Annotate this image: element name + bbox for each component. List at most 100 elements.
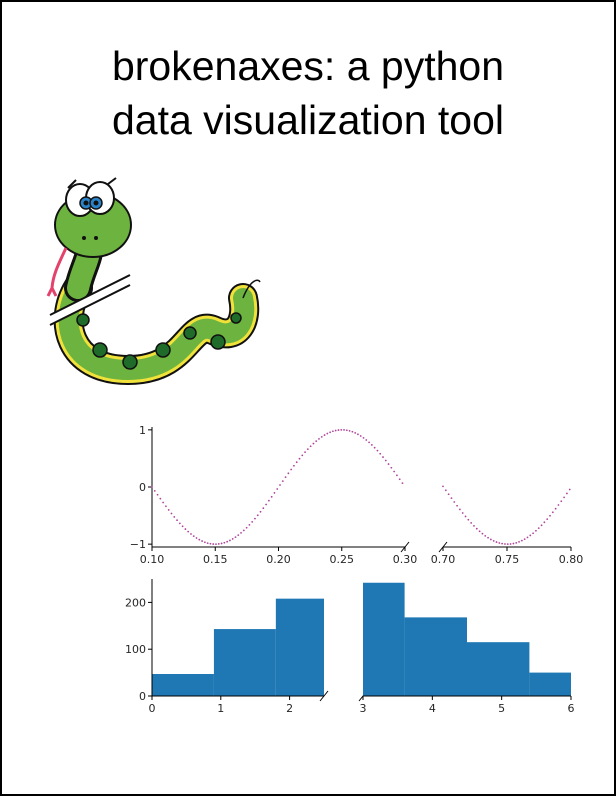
x-tick-label-hist-5: 5 <box>498 702 505 715</box>
sine-point-128 <box>546 518 549 521</box>
sine-point-22 <box>212 543 215 545</box>
sine-point-120 <box>523 538 526 541</box>
poster-title-line-1: brokenaxes: a python <box>111 43 505 89</box>
sine-point-103 <box>475 527 478 530</box>
histogram-bar-1 <box>213 629 276 696</box>
sine-point-71 <box>348 429 351 432</box>
sine-point-59 <box>315 440 318 443</box>
sine-point-55 <box>304 451 306 454</box>
sine-point-28 <box>229 539 231 542</box>
sine-point-134 <box>563 496 565 499</box>
x-tick-label-hist-6: 6 <box>568 702 575 715</box>
sine-point-13 <box>187 530 190 533</box>
sine-point-94 <box>450 497 453 500</box>
sine-point-89 <box>398 478 401 481</box>
sine-point-82 <box>379 452 382 455</box>
sine-point-44 <box>273 492 276 494</box>
x-tick-label-sine-2: 0.20 <box>266 553 291 566</box>
sine-point-100 <box>467 518 470 521</box>
sine-point-52 <box>295 461 298 464</box>
sine-point-60 <box>318 437 320 440</box>
sine-point-43 <box>270 495 273 498</box>
sine-point-77 <box>365 439 368 441</box>
sine-point-98 <box>461 512 464 514</box>
sine-point-11 <box>181 525 184 528</box>
sine-point-3 <box>159 497 162 500</box>
sine-point-87 <box>393 470 396 473</box>
sine-point-84 <box>384 459 387 462</box>
sine-point-109 <box>492 540 495 542</box>
sine-point-14 <box>190 533 192 535</box>
sine-point-136 <box>568 488 571 491</box>
sine-point-72 <box>351 430 354 433</box>
x-tick-label-hist-1: 1 <box>217 702 224 715</box>
x-tick-label-hist-4: 4 <box>429 702 436 715</box>
x-tick-label-hist-2: 2 <box>286 702 293 715</box>
sine-point-135 <box>566 492 568 495</box>
sine-point-50 <box>290 468 293 471</box>
sine-point-57 <box>309 445 312 448</box>
sine-point-17 <box>198 538 201 541</box>
sine-point-79 <box>370 444 373 446</box>
sine-point-1 <box>153 489 156 492</box>
sine-point-80 <box>373 446 376 449</box>
sine-point-25 <box>220 542 223 545</box>
sine-point-39 <box>259 510 262 513</box>
sine-point-5 <box>165 505 167 508</box>
sine-point-47 <box>281 480 284 482</box>
sine-point-96 <box>456 504 458 507</box>
x-tick-label-sine-7: 0.80 <box>559 553 584 566</box>
y-tick-label-sine-0: 1 <box>139 424 146 437</box>
x-tick-label-hist-3: 3 <box>360 702 367 715</box>
sine-point-10 <box>178 522 181 525</box>
sine-point-21 <box>209 542 212 545</box>
sine-point-70 <box>345 429 348 432</box>
sine-point-83 <box>382 456 384 458</box>
sine-point-102 <box>473 524 475 527</box>
sine-point-133 <box>560 500 563 503</box>
sine-point-119 <box>520 539 523 542</box>
sine-point-16 <box>195 537 198 539</box>
histogram-bar-4 <box>404 617 467 696</box>
sine-point-76 <box>362 436 365 439</box>
sine-point-40 <box>262 507 265 510</box>
histogram-bar-3 <box>363 582 405 696</box>
sine-point-19 <box>203 541 206 544</box>
sine-point-74 <box>357 433 359 436</box>
sine-point-107 <box>487 536 489 539</box>
y-tick-label-hist-0: 0 <box>139 690 146 703</box>
sine-point-123 <box>532 532 535 535</box>
sine-point-92 <box>444 489 447 492</box>
sine-point-131 <box>554 507 557 510</box>
sine-point-68 <box>340 428 343 431</box>
sine-point-73 <box>354 432 357 434</box>
sine-point-18 <box>201 540 203 542</box>
sine-point-6 <box>167 509 170 511</box>
sine-point-8 <box>173 516 176 518</box>
sine-point-112 <box>501 542 504 545</box>
histogram-bar-5 <box>467 642 530 696</box>
sine-point-27 <box>226 540 229 543</box>
sine-point-88 <box>396 474 398 477</box>
sine-point-81 <box>376 449 379 452</box>
sine-point-91 <box>442 485 444 488</box>
x-tick-label-sine-5: 0.70 <box>431 553 456 566</box>
sine-point-36 <box>251 520 254 523</box>
sine-point-31 <box>237 534 240 537</box>
sine-point-23 <box>215 543 217 546</box>
sine-point-7 <box>170 512 173 515</box>
sine-point-86 <box>390 466 393 469</box>
sine-point-110 <box>495 541 498 543</box>
y-tick-label-sine-2: −1 <box>130 538 146 551</box>
sine-point-101 <box>470 522 473 524</box>
sine-point-78 <box>368 441 370 444</box>
histogram-bar-2 <box>275 598 324 696</box>
sine-point-58 <box>312 442 315 445</box>
sine-point-33 <box>242 529 245 532</box>
sine-point-85 <box>387 463 390 465</box>
sine-point-130 <box>551 511 554 514</box>
y-tick-label-sine-1: 0 <box>139 481 146 494</box>
sine-point-118 <box>518 540 520 543</box>
sine-point-54 <box>301 454 304 457</box>
sine-point-114 <box>506 543 509 546</box>
